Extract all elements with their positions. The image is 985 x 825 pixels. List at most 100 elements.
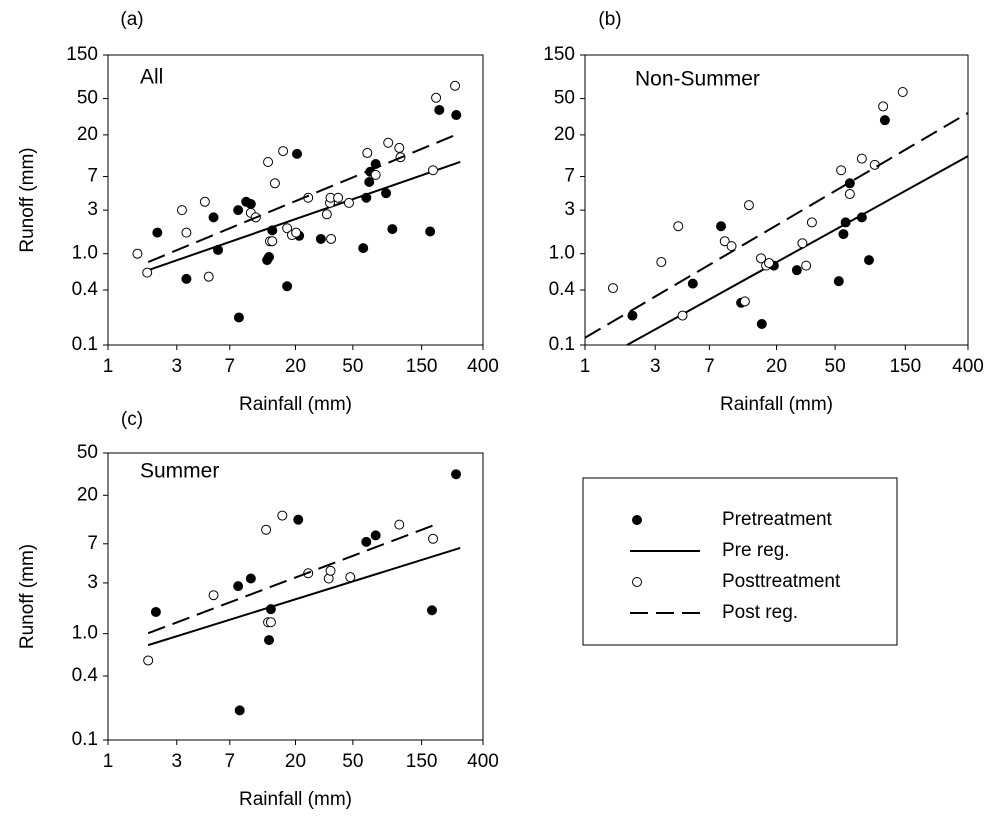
scatter-point: [277, 510, 288, 521]
y-tick-label: 0.1: [549, 334, 575, 355]
legend-marker: [632, 577, 642, 587]
scatter-point: [292, 148, 303, 159]
scatter-point: [132, 248, 143, 259]
scatter-point: [739, 296, 750, 307]
scatter-point: [801, 260, 812, 271]
scatter-point: [383, 137, 394, 148]
y-tick-label: 3: [87, 199, 98, 220]
x-tick-label: 400: [467, 356, 499, 377]
x-tick-label: 20: [285, 751, 306, 772]
y-tick-label: 50: [77, 442, 98, 463]
scatter-point: [394, 519, 405, 530]
x-tick-label: 400: [467, 751, 499, 772]
x-tick-label: 3: [171, 751, 182, 772]
x-tick-label: 50: [342, 751, 363, 772]
x-axis-label: Rainfall (mm): [239, 789, 352, 810]
scatter-point: [293, 514, 304, 525]
y-tick-label: 0.4: [549, 279, 576, 300]
y-axis-label: Runoff (mm): [17, 147, 38, 252]
scatter-point: [267, 236, 278, 247]
scatter-point: [716, 221, 727, 232]
x-tick-label: 20: [285, 356, 306, 377]
regression-line: [147, 546, 461, 647]
scatter-point: [326, 233, 337, 244]
x-tick-label: 3: [650, 356, 661, 377]
scatter-point: [434, 104, 445, 115]
scatter-point: [261, 524, 272, 535]
scatter-point: [677, 310, 688, 321]
regression-line: [147, 132, 461, 263]
y-tick-label: 0.1: [72, 334, 98, 355]
scatter-point: [208, 212, 219, 223]
y-tick-label: 0.4: [72, 279, 99, 300]
y-axis-label: Runoff (mm): [17, 544, 38, 649]
scatter-point: [150, 606, 161, 617]
scatter-point: [282, 281, 293, 292]
panel-label: (b): [598, 9, 621, 30]
y-tick-label: 150: [66, 44, 98, 65]
legend-box: [582, 477, 898, 646]
scatter-point: [152, 227, 163, 238]
scatter-point: [181, 273, 192, 284]
scatter-point: [278, 146, 289, 157]
y-tick-label: 20: [77, 124, 98, 145]
scatter-point: [264, 251, 275, 262]
x-tick-label: 1: [103, 356, 114, 377]
y-tick-label: 50: [77, 88, 98, 109]
scatter-point: [856, 153, 867, 164]
legend-label: Posttreatment: [722, 571, 841, 592]
x-tick-label: 150: [406, 751, 438, 772]
x-tick-label: 50: [825, 356, 846, 377]
scatter-point: [325, 565, 336, 576]
scatter-point: [394, 142, 405, 153]
scatter-point: [833, 276, 844, 287]
scatter-point: [743, 200, 754, 211]
scatter-point: [451, 469, 462, 480]
y-tick-label: 0.1: [72, 729, 98, 750]
scatter-point: [362, 147, 373, 158]
x-tick-label: 50: [342, 356, 363, 377]
y-tick-label: 7: [87, 166, 98, 187]
scatter-point: [756, 253, 767, 264]
x-tick-label: 20: [766, 356, 787, 377]
y-tick-label: 1.0: [72, 623, 98, 644]
y-tick-label: 7: [87, 533, 98, 554]
y-tick-label: 3: [564, 199, 575, 220]
scatter-point: [361, 536, 372, 547]
scatter-point: [451, 110, 462, 121]
scatter-point: [203, 271, 214, 282]
scatter-point: [836, 165, 847, 176]
scatter-point: [291, 227, 302, 238]
scatter-point: [428, 165, 439, 176]
scatter-point: [673, 221, 684, 232]
scatter-point: [264, 635, 275, 646]
scatter-point: [233, 581, 244, 592]
scatter-point: [142, 267, 153, 278]
scatter-point: [233, 205, 244, 216]
annotation: All: [140, 66, 163, 89]
y-tick-label: 150: [543, 44, 575, 65]
scatter-point: [425, 226, 436, 237]
scatter-point: [245, 573, 256, 584]
scatter-point: [370, 530, 381, 541]
scatter-point: [431, 92, 442, 103]
y-tick-label: 20: [554, 124, 575, 145]
scatter-point: [208, 590, 219, 601]
scatter-point: [176, 205, 187, 216]
scatter-point: [381, 188, 392, 199]
scatter-point: [143, 655, 154, 666]
scatter-point: [387, 224, 398, 235]
scatter-point: [863, 255, 874, 266]
scatter-point: [343, 197, 354, 208]
y-tick-label: 20: [77, 484, 98, 505]
x-axis-label: Rainfall (mm): [720, 394, 833, 415]
scatter-point: [879, 115, 890, 126]
plot-frame: [584, 54, 969, 346]
x-tick-label: 1: [580, 356, 591, 377]
scatter-point: [426, 605, 437, 616]
regression-line: [147, 161, 461, 272]
y-tick-label: 0.4: [72, 665, 99, 686]
scatter-point: [263, 156, 274, 167]
scatter-point: [245, 199, 256, 210]
